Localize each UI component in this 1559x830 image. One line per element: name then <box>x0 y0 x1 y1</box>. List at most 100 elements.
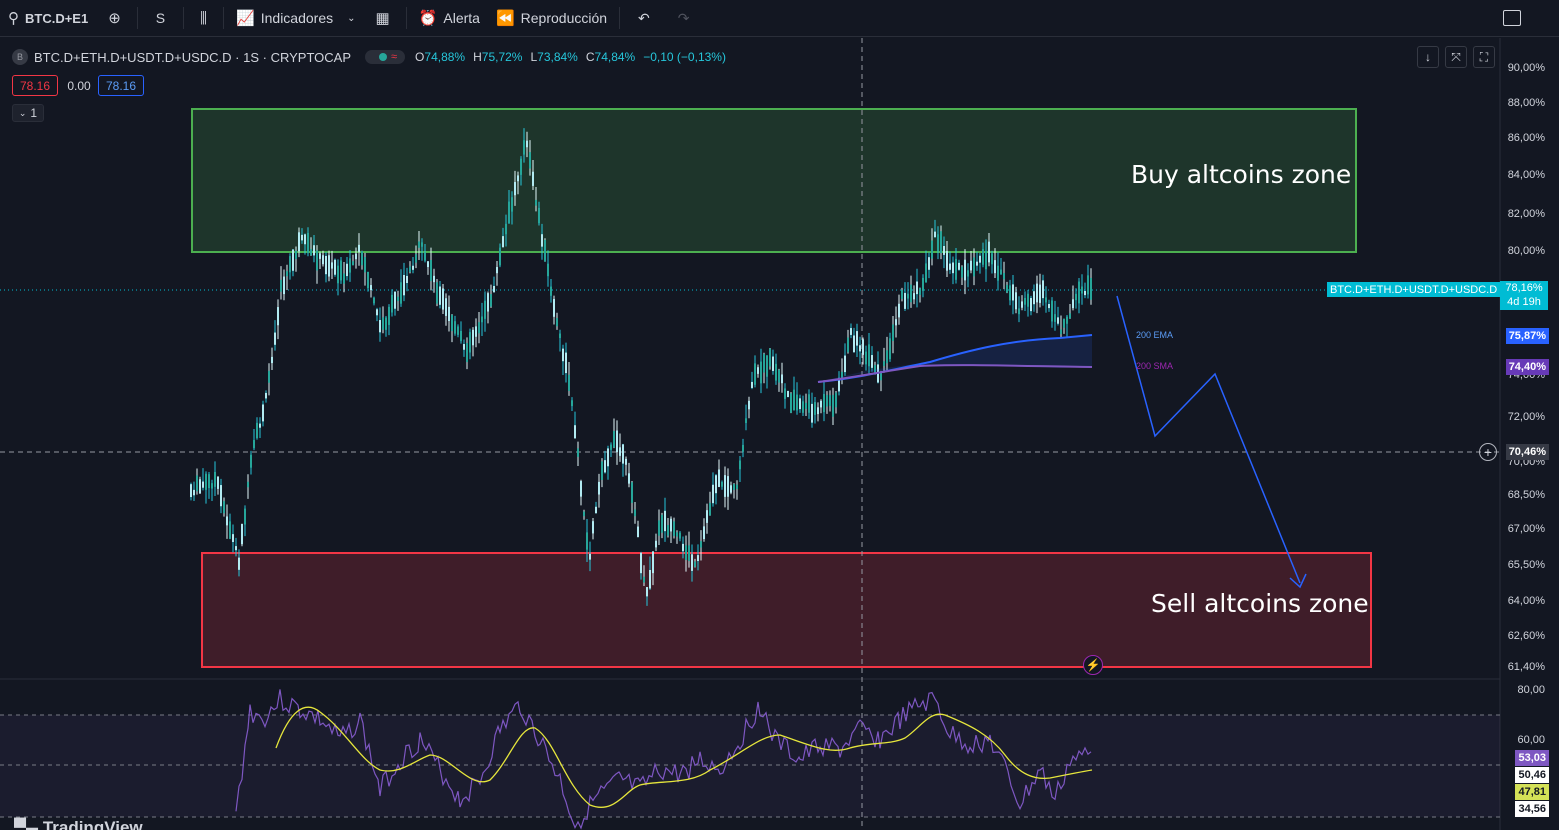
candle-body <box>946 251 948 271</box>
candle-body <box>937 234 939 252</box>
compare-button[interactable]: ⊕ <box>96 0 133 37</box>
indicators-button[interactable]: 📈 Indicadores ⌄ <box>228 0 363 37</box>
rsi-ma-line[interactable] <box>275 706 1093 808</box>
candle-body <box>271 356 273 364</box>
candle-body <box>625 458 627 465</box>
price-axis[interactable]: 90,00% 88,00% 86,00% 84,00% 82,00% 80,00% 74,0… <box>1498 38 1559 830</box>
candle-body <box>1084 290 1086 296</box>
candle-body <box>391 294 393 313</box>
chart-type-button[interactable]: ⫼ <box>188 0 219 37</box>
candle-body <box>1045 297 1047 303</box>
alert-button[interactable]: ⏰ Alerta <box>411 0 488 37</box>
maximize-icon: ⛶ <box>1479 49 1489 64</box>
candle-body <box>238 557 240 570</box>
wave-icon: ≈ <box>391 51 398 63</box>
series-title[interactable]: BTC.D+ETH.D+USDT.D+USDC.D · 1S · CRYPTOC… <box>34 49 351 65</box>
last-price-tag: 78,16% 4d 19h <box>1500 281 1548 310</box>
candle-body <box>772 356 774 371</box>
series-legend[interactable]: B BTC.D+ETH.D+USDT.D+USDC.D · 1S · CRYPT… <box>12 49 734 65</box>
candle-body <box>532 171 534 186</box>
collapse-legend-button[interactable]: ⌄ 1 <box>12 104 44 122</box>
candle-body <box>433 275 435 283</box>
candle-body <box>1012 284 1014 301</box>
candle-body <box>328 255 330 277</box>
candle-body <box>505 223 507 235</box>
add-alert-icon[interactable]: + <box>1479 443 1497 461</box>
candle-body <box>691 554 693 571</box>
candle-body <box>889 338 891 360</box>
candle-body <box>709 502 711 516</box>
crosshair-price-tag: 70,46% <box>1505 444 1549 460</box>
candle-body <box>1087 275 1089 295</box>
rsi-band <box>0 715 1500 817</box>
projection-path[interactable] <box>1116 295 1301 584</box>
collapse-icon: ⤧ <box>1451 49 1461 64</box>
scroll-down-button[interactable]: ↓ <box>1417 46 1439 68</box>
fullscreen-button[interactable] <box>1495 0 1529 37</box>
candle-body <box>523 140 525 155</box>
candle-body <box>469 332 471 353</box>
candle-body <box>970 260 972 271</box>
candle-body <box>751 381 753 388</box>
sma-label: 200 SMA <box>1136 361 1174 371</box>
price-tick: 68,50% <box>1507 489 1545 501</box>
price-tick: 72,00% <box>1507 411 1545 423</box>
candle-body <box>955 258 957 280</box>
price-tick: 88,00% <box>1507 97 1545 109</box>
buy-zone-label[interactable]: Buy altcoins zone <box>1131 160 1352 189</box>
sma-200-line[interactable] <box>817 364 1093 383</box>
candle-body <box>976 261 978 266</box>
candle-body <box>679 532 681 539</box>
replay-button[interactable]: ⏪ Reproducción <box>488 0 615 37</box>
separator <box>619 7 621 29</box>
lightning-icon[interactable]: ⚡ <box>1083 655 1103 675</box>
candle-body <box>235 546 237 551</box>
candle-body <box>400 282 402 304</box>
candle-body <box>424 252 426 261</box>
undo-button[interactable]: ↶ <box>624 0 664 37</box>
candle-body <box>637 526 639 538</box>
candle-body <box>493 285 495 293</box>
candle-body <box>1000 269 1002 275</box>
candle-body <box>289 256 291 273</box>
sell-zone-label[interactable]: Sell altcoins zone <box>1151 589 1369 618</box>
candle-body <box>631 482 633 503</box>
sell-button[interactable]: 78.16 <box>12 75 58 96</box>
buy-zone-rect[interactable] <box>191 108 1357 253</box>
collapse-pane-button[interactable]: ⤧ <box>1445 46 1467 68</box>
candle-body <box>760 361 762 384</box>
candle-body <box>814 402 816 415</box>
market-status[interactable]: ≈ <box>365 50 406 64</box>
candle-body <box>262 404 264 422</box>
candle-body <box>898 303 900 318</box>
replay-label: Reproducción <box>520 10 608 26</box>
layouts-button[interactable]: ▦ <box>364 0 402 37</box>
symbol-logo: B <box>12 49 28 65</box>
redo-button[interactable]: ↷ <box>664 0 704 37</box>
tv-logo-icon: ▀▄ <box>14 818 43 830</box>
candle-body <box>451 314 453 332</box>
candle-body <box>586 532 588 550</box>
maximize-pane-button[interactable]: ⛶ <box>1473 46 1495 68</box>
buy-button[interactable]: 78.16 <box>98 75 144 96</box>
candle-body <box>1066 316 1068 324</box>
candle-body <box>1018 308 1020 315</box>
search-icon: ⚲ <box>8 10 19 27</box>
candle-body <box>841 371 843 378</box>
candle-body <box>484 300 486 319</box>
interval-button[interactable]: S <box>142 0 179 37</box>
candle-body <box>652 551 654 574</box>
price-tick: 67,00% <box>1507 523 1545 535</box>
candle-body <box>808 394 810 413</box>
candle-body <box>766 355 768 377</box>
candle-body <box>550 286 552 296</box>
candle-body <box>847 337 849 353</box>
candle-body <box>763 353 765 373</box>
sell-zone-rect[interactable] <box>201 552 1372 668</box>
candle-body <box>397 296 399 302</box>
candle-body <box>820 400 822 408</box>
symbol-search[interactable]: ⚲ BTC.D+E1 <box>0 0 96 37</box>
rsi-line[interactable] <box>235 689 1092 830</box>
candle-body <box>757 367 759 374</box>
